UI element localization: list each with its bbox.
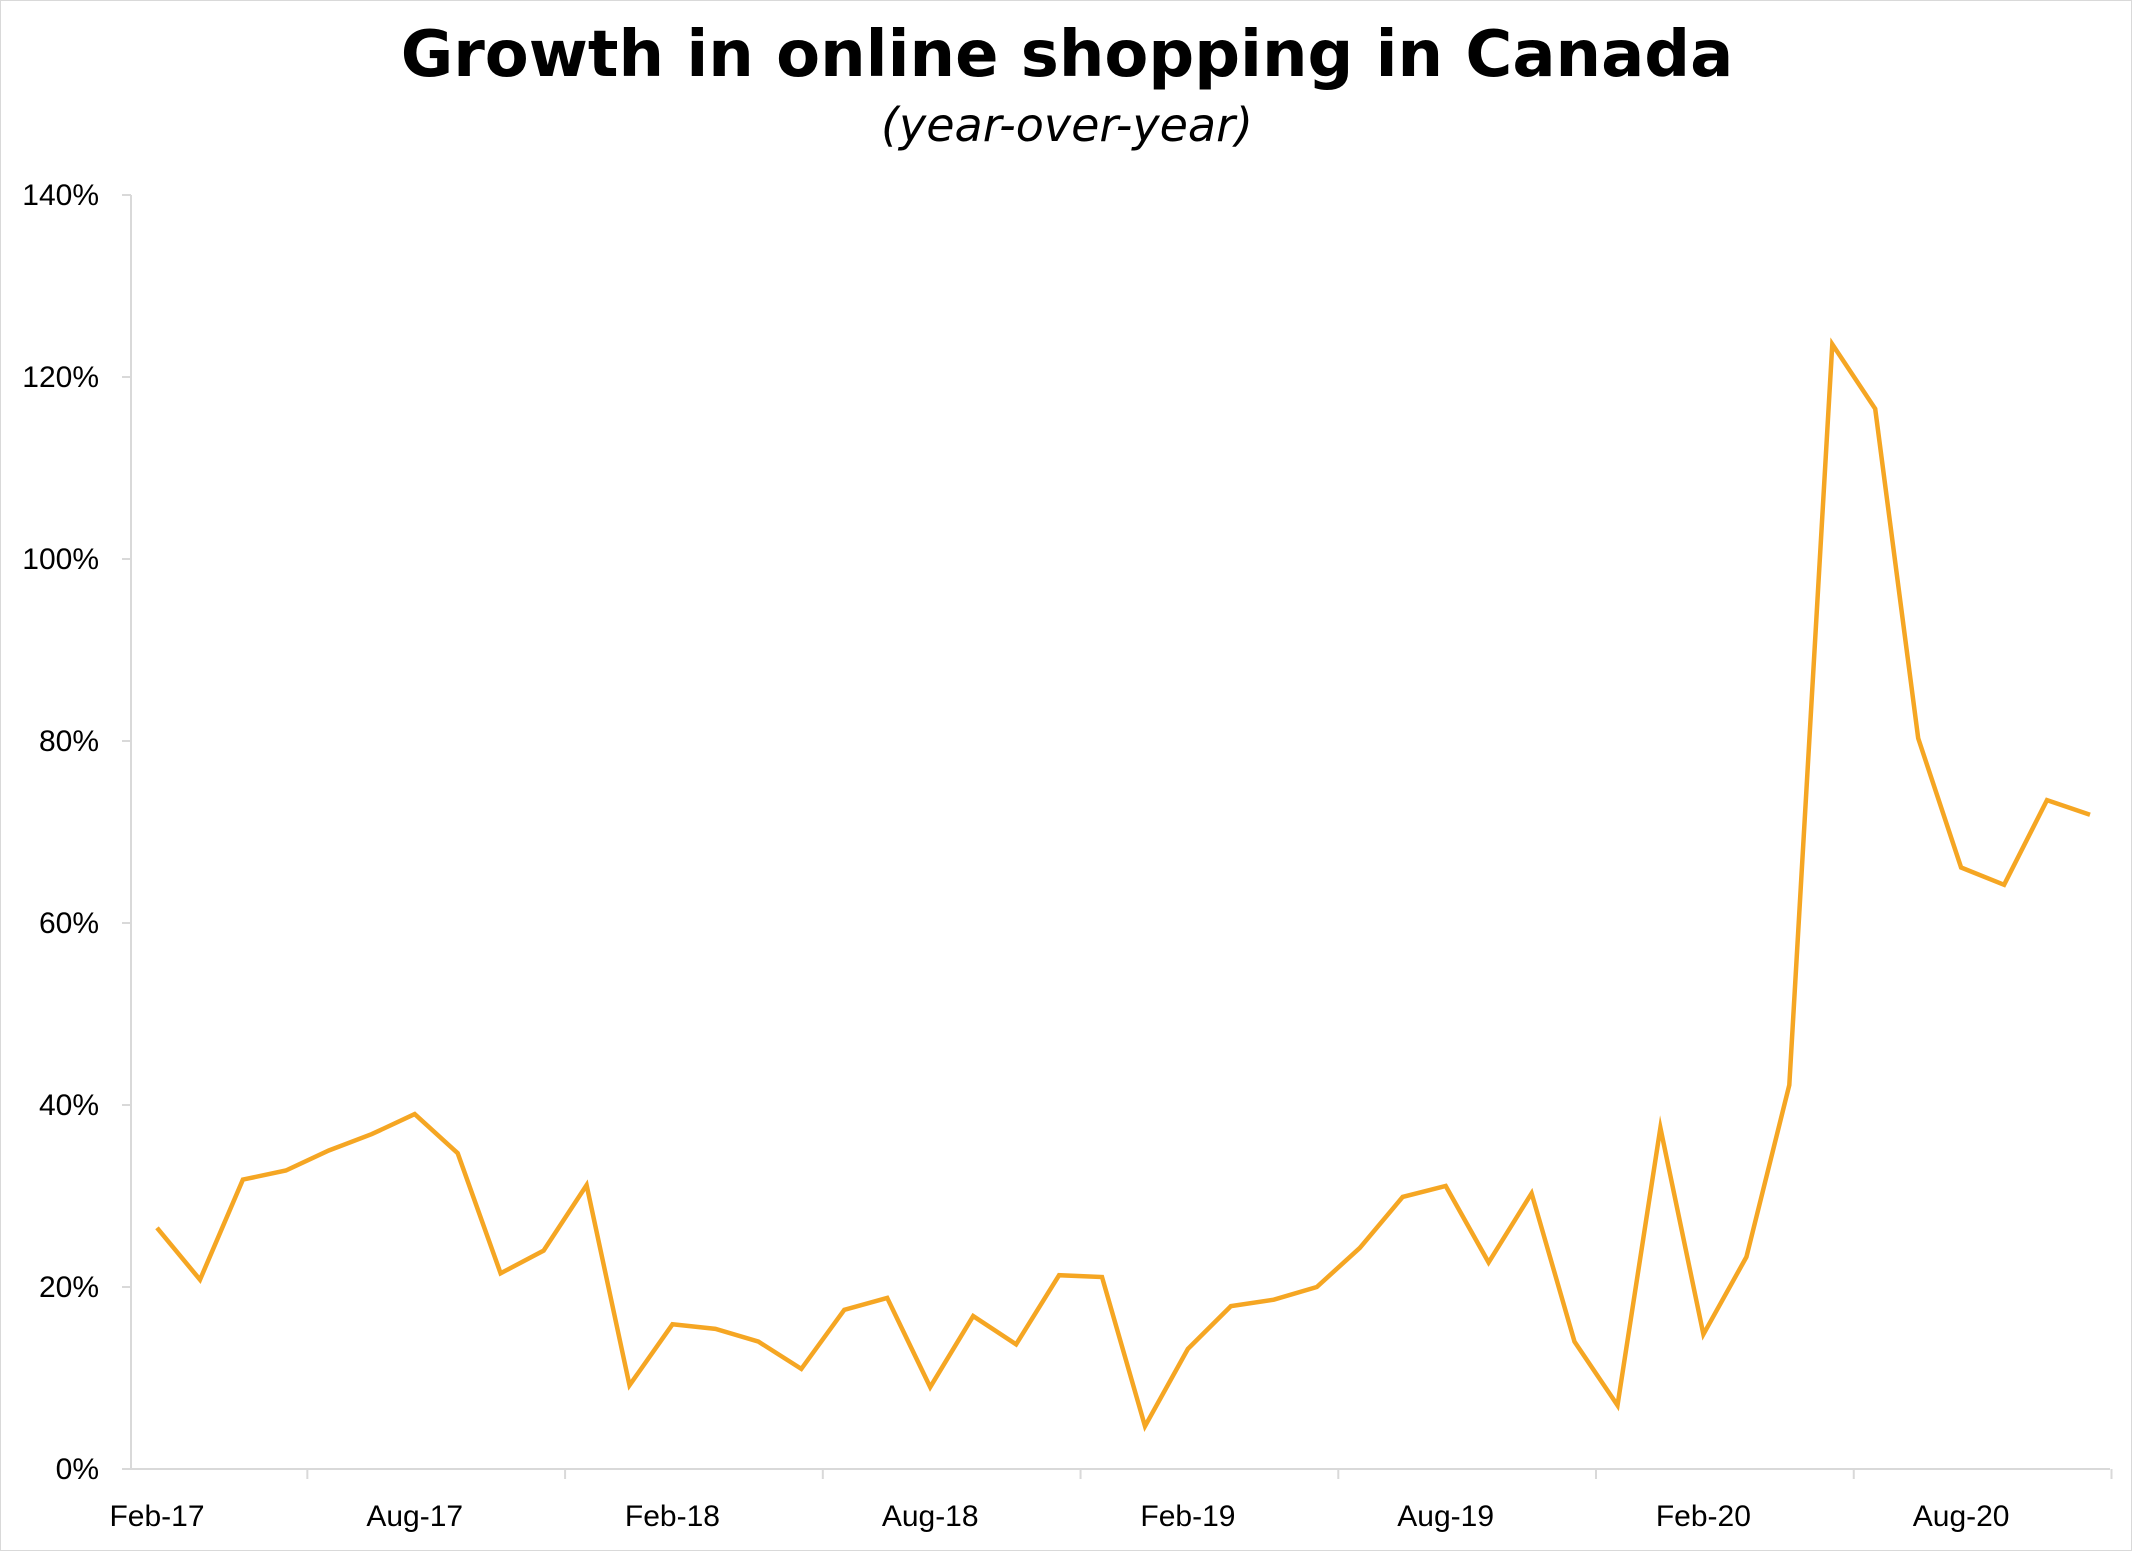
x-tick-label: Feb-19 (1140, 1500, 1235, 1533)
series-group (155, 337, 2091, 1433)
y-tick-label: 60% (39, 907, 99, 940)
y-tick-label: 20% (39, 1271, 99, 1304)
chart-title: Growth in online shopping in Canada (400, 18, 1734, 92)
x-tick-label: Feb-18 (625, 1500, 720, 1533)
y-tick-label: 100% (22, 543, 99, 576)
y-tick-label: 140% (22, 179, 99, 212)
x-tick-label: Aug-18 (882, 1500, 979, 1533)
x-tick-label: Feb-20 (1656, 1500, 1751, 1533)
axes (130, 195, 2110, 1470)
x-tick-label: Aug-19 (1397, 1500, 1494, 1533)
y-tick-label: 40% (39, 1089, 99, 1122)
x-tick-label: Aug-20 (1913, 1500, 2010, 1533)
y-tick-label: 80% (39, 725, 99, 758)
series-line (155, 337, 2091, 1433)
y-tick-label: 0% (56, 1453, 99, 1486)
x-tick-label: Aug-17 (366, 1500, 463, 1533)
chart-subtitle: (year-over-year) (881, 98, 1253, 152)
x-tick-label: Feb-17 (109, 1500, 204, 1533)
x-axis-ticks: Feb-17 Aug-17 Feb-18 Aug-18 Feb-19 Aug-19 Feb-… (109, 1469, 2113, 1533)
y-axis-ticks: 0% 20% 40% 60% 80% 100% 120% 140% (22, 179, 131, 1486)
y-tick-label: 120% (22, 361, 99, 394)
